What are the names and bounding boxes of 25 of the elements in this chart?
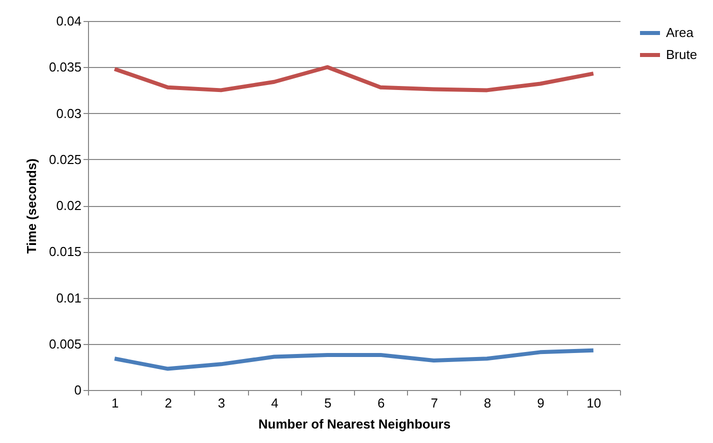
y-tick-label: 0.03 xyxy=(56,106,82,121)
x-tick-label: 7 xyxy=(430,396,438,410)
y-tick-label: 0.02 xyxy=(56,198,82,213)
y-tick-label: 0.005 xyxy=(48,336,82,352)
y-tick-label: 0.025 xyxy=(48,152,82,167)
x-tick-label: 5 xyxy=(324,396,332,410)
x-tick-label: 10 xyxy=(586,396,602,410)
legend-label: Brute xyxy=(666,47,698,62)
x-tick-label: 6 xyxy=(377,396,385,410)
x-tick-label: 1 xyxy=(111,396,119,410)
y-tick-label: 0 xyxy=(74,382,82,398)
line-series xyxy=(112,65,596,92)
y-tick-label: 0.035 xyxy=(48,60,82,75)
x-tick-label: 9 xyxy=(537,396,544,410)
y-tick-label: 0.015 xyxy=(48,244,82,260)
legend-label: Area xyxy=(666,25,694,40)
x-axis-title: Number of Nearest Neighbours xyxy=(258,416,451,432)
x-tick-label: 4 xyxy=(271,396,278,410)
y-axis-title: Time (seconds) xyxy=(24,158,39,254)
x-tick-label: 2 xyxy=(164,396,172,410)
x-tick-label: 3 xyxy=(218,396,226,410)
line-series xyxy=(112,348,596,371)
x-tick-label: 8 xyxy=(484,396,492,410)
y-tick-label: 0.04 xyxy=(56,14,82,28)
y-tick-label: 0.01 xyxy=(56,290,82,306)
